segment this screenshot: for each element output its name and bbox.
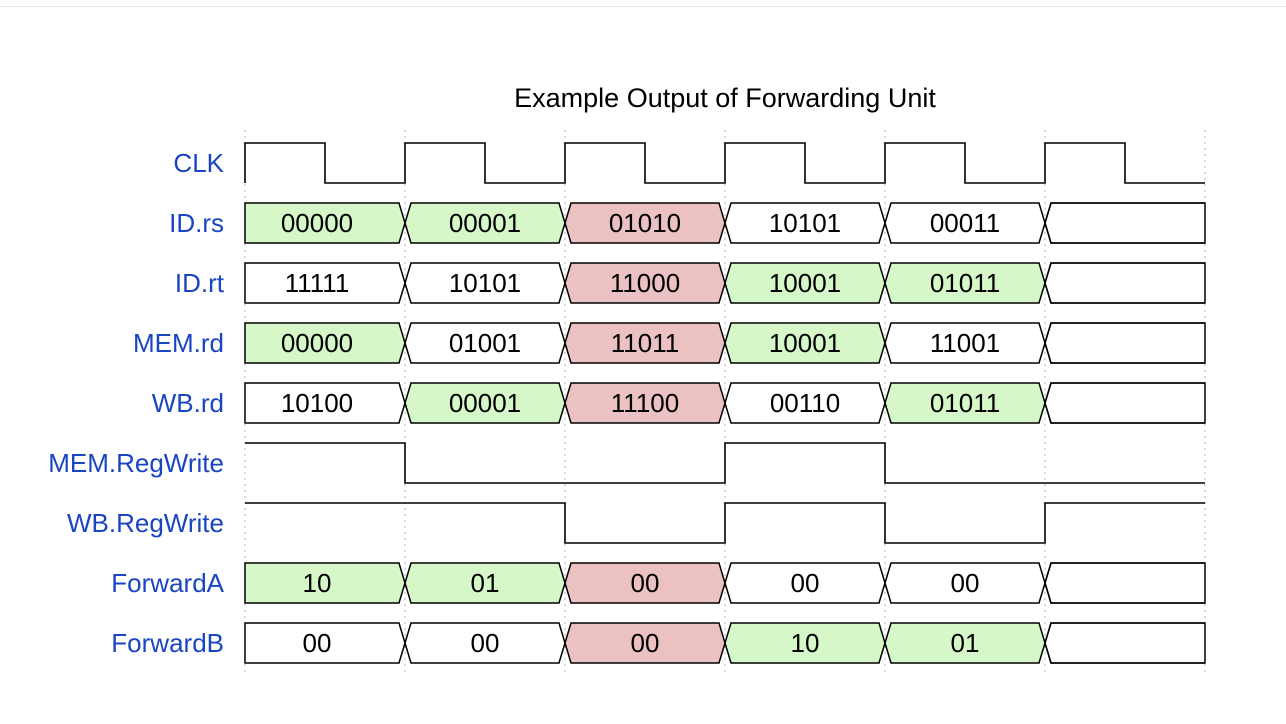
bus-value: 01011 <box>930 388 1000 418</box>
bus-segment-outline <box>1044 562 1205 604</box>
bus-value: 00 <box>631 628 660 658</box>
bus-value: 01 <box>951 628 980 658</box>
bus-value: 01010 <box>609 208 681 238</box>
signal-row-mem-rd: MEM.rd 00000 01001 11011 10001 11001 <box>133 322 1206 364</box>
signal-label: CLK <box>173 148 224 178</box>
bit-waveform <box>245 502 1205 544</box>
bus-value: 10101 <box>769 208 841 238</box>
bus-segment-outline <box>1044 382 1205 424</box>
bus-value: 11011 <box>611 328 679 358</box>
signal-row-wb-rd: WB.rd 10100 00001 11100 00110 01011 <box>152 382 1206 424</box>
bus-segment <box>244 622 406 664</box>
bus-segment <box>244 562 406 604</box>
bus-value: 10101 <box>449 268 521 298</box>
diagram-title: Example Output of Forwarding Unit <box>514 83 936 113</box>
bus-segment <box>244 322 406 364</box>
signal-row-clk: CLK <box>173 142 1205 184</box>
signal-row-wb-regwrite: WB.RegWrite <box>67 502 1205 544</box>
bus-value: 10001 <box>769 328 841 358</box>
bus-value: 00000 <box>281 328 353 358</box>
bus-value: 00011 <box>930 208 1000 238</box>
bus-value: 00 <box>471 628 500 658</box>
bus-value: 11111 <box>285 268 350 298</box>
bus-value: 00 <box>631 568 660 598</box>
signal-row-id-rs: ID.rs 00000 00001 01010 10101 00011 <box>169 202 1206 244</box>
bus-value: 10 <box>791 628 820 658</box>
bus-segment <box>1044 382 1206 424</box>
signal-row-forwarda: ForwardA 10 01 00 00 00 <box>111 562 1206 604</box>
bus-segment <box>244 382 406 424</box>
signal-label: ID.rs <box>169 208 224 238</box>
bus-segment <box>244 202 406 244</box>
bus-segment-outline <box>1044 262 1205 304</box>
bus-value: 00 <box>951 568 980 598</box>
bus-segment <box>1044 202 1206 244</box>
bus-value: 00 <box>791 568 820 598</box>
bus-value: 10 <box>303 568 332 598</box>
signal-label: ForwardB <box>111 628 224 658</box>
bus-value: 00110 <box>770 388 840 418</box>
bus-segment <box>1044 562 1206 604</box>
bus-value: 01 <box>471 568 500 598</box>
bus-value: 01001 <box>449 328 521 358</box>
signal-row-forwardb: ForwardB 00 00 00 10 01 <box>111 622 1206 664</box>
signal-label: ID.rt <box>175 268 225 298</box>
signal-row-id-rt: ID.rt 11111 10101 11000 10001 01011 <box>175 262 1206 304</box>
bus-segment <box>1044 622 1206 664</box>
signal-row-mem-regwrite: MEM.RegWrite <box>48 442 1205 484</box>
bus-segment-outline <box>1044 622 1205 664</box>
bus-segment <box>244 262 406 304</box>
bus-value: 00000 <box>281 208 353 238</box>
bit-waveform <box>245 442 1205 484</box>
signal-label: MEM.rd <box>133 328 224 358</box>
bus-segment-outline <box>1044 322 1205 364</box>
bus-segment-outline <box>1044 202 1205 244</box>
bus-value: 00 <box>303 628 332 658</box>
bus-value: 00001 <box>449 388 521 418</box>
bus-segment <box>1044 262 1206 304</box>
bus-value: 11100 <box>611 388 679 418</box>
clock-waveform <box>244 142 1205 184</box>
bus-segment <box>1044 322 1206 364</box>
bus-value: 01011 <box>930 268 1000 298</box>
bus-value: 00001 <box>449 208 521 238</box>
signal-label: MEM.RegWrite <box>48 448 224 478</box>
signal-label: ForwardA <box>111 568 224 598</box>
top-divider <box>0 6 1286 7</box>
bus-value: 10100 <box>281 388 353 418</box>
signal-label: WB.RegWrite <box>67 508 224 538</box>
bus-value: 11001 <box>930 328 1000 358</box>
bus-value: 10001 <box>769 268 841 298</box>
signal-label: WB.rd <box>152 388 224 418</box>
bus-value: 11000 <box>610 268 680 298</box>
